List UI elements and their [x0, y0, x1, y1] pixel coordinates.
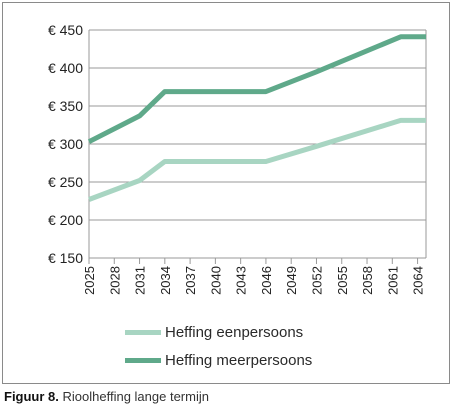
- y-tick-label: € 300: [48, 136, 83, 152]
- legend: Heffing eenpersoons Heffing meerpersoons: [125, 318, 312, 374]
- x-tick-label: 2043: [234, 266, 249, 295]
- series-line-0: [88, 117, 426, 202]
- figure-caption: Figuur 8. Rioolheffing lange termijn: [4, 389, 209, 404]
- x-tick-label: 2058: [360, 266, 375, 295]
- x-tick-label: 2037: [183, 266, 198, 295]
- x-tick-label: 2064: [411, 266, 426, 295]
- y-tick-label: € 150: [48, 250, 83, 266]
- x-tick-label: 2052: [309, 266, 324, 295]
- legend-item-eenpersoons: Heffing eenpersoons: [125, 318, 312, 346]
- x-tick-label: 2061: [385, 266, 400, 295]
- legend-item-meerpersoons: Heffing meerpersoons: [125, 346, 312, 374]
- x-tick-label: 2031: [133, 266, 148, 295]
- grid-lines: [88, 29, 427, 259]
- legend-swatch-eenpersoons: [125, 329, 161, 335]
- y-tick-label: € 350: [48, 98, 83, 114]
- caption-label: Figuur 8.: [4, 389, 59, 404]
- y-tick-label: € 200: [48, 212, 83, 228]
- x-tick-label: 2028: [107, 266, 122, 295]
- y-tick-label: € 450: [48, 22, 83, 38]
- legend-label-eenpersoons: Heffing eenpersoons: [165, 323, 304, 341]
- x-tick-label: 2055: [335, 266, 350, 295]
- y-tick-label: € 250: [48, 174, 83, 190]
- x-tick-label: 2040: [208, 266, 223, 295]
- x-tick-label: 2034: [158, 266, 173, 295]
- x-tick-label: 2046: [259, 266, 274, 295]
- x-axis-ticks: 2025 2028 2031 2034 2037 2040 2043 2046 2049 2052…: [82, 258, 426, 295]
- series-lines: [87, 34, 426, 202]
- series-line-1: [87, 34, 426, 144]
- chart-frame: [2, 2, 450, 384]
- y-tick-label: € 400: [48, 60, 83, 76]
- legend-label-meerpersoons: Heffing meerpersoons: [165, 351, 313, 369]
- legend-swatch-meerpersoons: [125, 357, 161, 363]
- x-tick-label: 2049: [284, 266, 299, 295]
- caption-text: Rioolheffing lange termijn: [62, 389, 209, 404]
- x-tick-label: 2025: [82, 266, 97, 295]
- y-axis-ticks: € 150 € 200 € 250 € 300 € 350 € 400 € 450: [48, 22, 83, 266]
